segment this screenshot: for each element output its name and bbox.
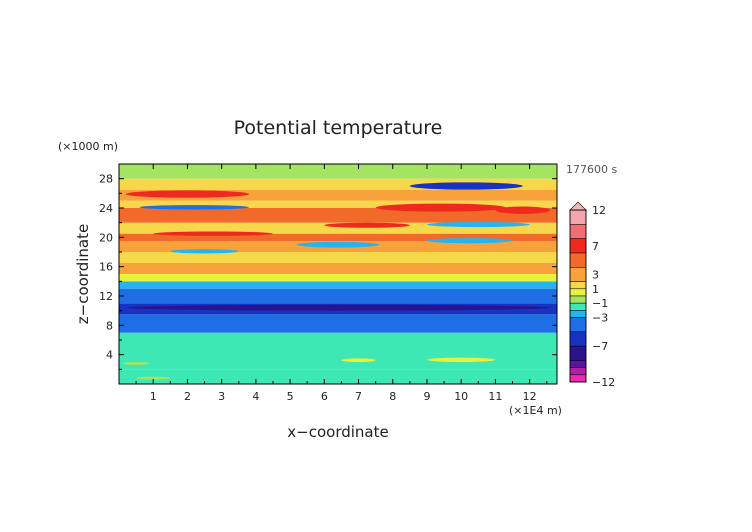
heatmap-layer <box>119 263 557 274</box>
x-tick-label: 6 <box>321 390 328 403</box>
colorbar-label: −1 <box>592 297 608 310</box>
heatmap-feature <box>324 222 410 228</box>
heatmap-feature <box>153 231 273 236</box>
y-tick-label: 16 <box>99 261 113 274</box>
heatmap-layer <box>119 178 557 190</box>
colorbar-swatch <box>569 224 587 239</box>
time-label: 177600 s <box>566 163 617 176</box>
heatmap-layer <box>119 222 557 234</box>
heatmap-feature <box>426 357 496 362</box>
heatmap-layer <box>119 288 557 304</box>
heatmap-feature <box>125 190 250 198</box>
colorbar-frame <box>569 209 587 383</box>
x-axis-label: x−coordinate <box>287 423 388 441</box>
x-tick-label: 4 <box>252 390 259 403</box>
x-axis: 1 2 3 4 5 6 7 8 9 10 11 12 <box>135 164 548 403</box>
colorbar-label: −3 <box>592 312 608 325</box>
heatmap-layer <box>119 252 557 263</box>
x-tick-label: 2 <box>184 390 191 403</box>
heatmap-layer <box>119 332 557 370</box>
x-tick-label: 5 <box>287 390 294 403</box>
y-axis-label: z−coordinate <box>74 224 92 324</box>
colorbar-swatch <box>569 288 587 297</box>
y-tick-label: 4 <box>106 349 113 362</box>
colorbar-swatch <box>569 331 587 347</box>
heatmap-layer <box>119 233 557 241</box>
plot-area <box>119 164 557 384</box>
colorbar-top-arrow <box>569 201 587 211</box>
y-tick-label: 20 <box>99 231 113 244</box>
heatmap-feature <box>122 362 150 365</box>
colorbar-swatch <box>569 252 587 268</box>
colorbar-swatch <box>569 302 587 311</box>
x-tick-label: 8 <box>389 390 396 403</box>
heatmap-feature <box>139 205 250 210</box>
heatmap-feature <box>296 241 380 248</box>
heatmap-layer <box>119 369 557 384</box>
heatmap-layer <box>119 189 557 201</box>
heatmap-feature <box>426 221 530 228</box>
heatmap-feature <box>170 249 239 254</box>
heatmap-layer <box>119 164 557 179</box>
x-tick-label: 7 <box>355 390 362 403</box>
chart-title: Potential temperature <box>234 117 443 139</box>
colorbar-swatch <box>569 209 587 225</box>
x-tick-label: 12 <box>523 390 537 403</box>
y-unit-label: (×1000 m) <box>58 140 118 153</box>
colorbar: 12 7 31−1 −3 −7 −12 <box>569 201 615 389</box>
heatmap-feature <box>495 206 551 214</box>
colorbar-swatch <box>569 374 587 383</box>
x-unit-label: (×1E4 m) <box>509 404 562 417</box>
x-tick-label: 1 <box>150 390 157 403</box>
colorbar-swatch <box>569 267 587 282</box>
heatmap-feature <box>409 182 523 190</box>
heatmap-feature <box>136 376 171 380</box>
heatmap-layer <box>119 274 557 282</box>
colorbar-swatch <box>569 345 587 361</box>
x-tick-label: 10 <box>454 390 468 403</box>
x-tick-label: 3 <box>218 390 225 403</box>
colorbar-label: 1 <box>592 283 599 296</box>
colorbar-swatch <box>569 281 587 290</box>
heatmap-layer <box>119 200 557 208</box>
x-tick-label: 9 <box>423 390 430 403</box>
heatmap-layer <box>119 281 557 289</box>
y-tick-label: 12 <box>99 290 113 303</box>
heatmap-feature <box>426 238 513 244</box>
colorbar-swatch <box>569 238 587 254</box>
heatmap-feature <box>125 304 551 311</box>
colorbar-swatch <box>569 310 587 318</box>
colorbar-label: −7 <box>592 340 608 353</box>
heatmap-layer <box>119 314 557 333</box>
colorbar-label: 12 <box>592 204 606 217</box>
colorbar-swatch <box>569 360 587 368</box>
plot-frame <box>118 163 558 385</box>
y-tick-label: 24 <box>99 202 113 215</box>
colorbar-swatch <box>569 367 587 376</box>
y-axis: 4 8 12 16 20 24 28 <box>99 173 557 370</box>
colorbar-label: −12 <box>592 376 615 389</box>
x-tick-label: 11 <box>488 390 502 403</box>
colorbar-swatch <box>569 317 587 333</box>
colorbar-label: 3 <box>592 269 599 282</box>
y-tick-label: 8 <box>106 319 113 332</box>
heatmap-layer <box>119 208 557 223</box>
heatmap-feature <box>341 358 376 362</box>
heatmap-feature <box>375 203 506 212</box>
colorbar-swatch <box>569 295 587 304</box>
colorbar-label: 7 <box>592 240 599 253</box>
y-tick-label: 28 <box>99 173 113 186</box>
